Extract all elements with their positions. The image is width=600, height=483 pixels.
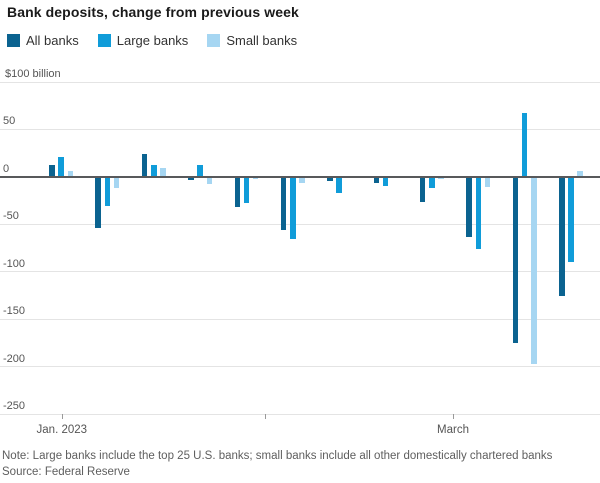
y-axis-unit-label: $100 billion bbox=[5, 68, 61, 80]
bar-all-banks-w5 bbox=[234, 176, 241, 208]
bar-all-banks-w12 bbox=[559, 176, 565, 297]
bar-all-banks-w10 bbox=[466, 176, 472, 237]
bar-large-banks-w6 bbox=[290, 176, 296, 239]
y-tick-label: -150 bbox=[3, 305, 26, 318]
x-tick-label-march: March bbox=[437, 424, 469, 436]
bar-large-banks-w5 bbox=[243, 176, 250, 204]
gridline--50 bbox=[0, 223, 600, 225]
footnote: Note: Large banks include the top 25 U.S… bbox=[2, 450, 553, 462]
bar-large-banks-w1 bbox=[58, 156, 64, 177]
legend-label: Large banks bbox=[116, 33, 189, 48]
gridline--150 bbox=[0, 318, 600, 320]
legend: All banks Large banks Small banks bbox=[7, 33, 297, 48]
x-tick bbox=[61, 414, 63, 419]
gridline-100 bbox=[0, 81, 600, 83]
y-tick-label: -250 bbox=[3, 400, 26, 412]
legend-swatch-large-banks bbox=[97, 34, 111, 47]
y-tick-label: -100 bbox=[3, 257, 26, 270]
bar-all-banks-w1 bbox=[49, 165, 55, 177]
bar-small-banks-w4 bbox=[206, 176, 213, 185]
x-tick bbox=[265, 414, 267, 419]
gridline--100 bbox=[0, 271, 600, 273]
bar-small-banks-w2 bbox=[113, 176, 120, 189]
bar-large-banks-w2 bbox=[104, 176, 111, 207]
y-tick-label: 0 bbox=[3, 162, 10, 175]
bar-all-banks-w6 bbox=[280, 176, 287, 230]
y-tick-label: 50 bbox=[3, 115, 16, 128]
bar-small-banks-w3 bbox=[160, 168, 166, 177]
bar-small-banks-w1 bbox=[67, 171, 73, 177]
zero-line bbox=[0, 175, 600, 178]
bar-all-banks-w7 bbox=[327, 176, 333, 181]
chart-title: Bank deposits, change from previous week bbox=[7, 4, 299, 20]
bar-large-banks-w11 bbox=[521, 113, 528, 177]
bar-all-banks-w3 bbox=[141, 154, 148, 177]
legend-label: Small banks bbox=[226, 33, 298, 48]
bar-large-banks-w7 bbox=[336, 176, 342, 193]
bar-small-banks-w10 bbox=[484, 176, 491, 188]
legend-item-all-banks: All banks bbox=[7, 33, 79, 48]
legend-label: All banks bbox=[26, 33, 79, 48]
legend-item-small-banks: Small banks bbox=[207, 33, 297, 48]
bar-large-banks-w9 bbox=[429, 176, 435, 189]
bar-all-banks-w8 bbox=[373, 176, 380, 184]
bar-small-banks-w12 bbox=[577, 171, 583, 177]
gridline--250 bbox=[0, 413, 600, 415]
bar-small-banks-w11 bbox=[531, 176, 537, 364]
source-note: Source: Federal Reserve bbox=[2, 466, 130, 478]
gridline-50 bbox=[0, 128, 600, 130]
legend-swatch-all-banks bbox=[7, 34, 20, 47]
legend-swatch-small-banks bbox=[207, 34, 221, 47]
gridline--200 bbox=[0, 366, 600, 368]
bar-large-banks-w12 bbox=[568, 176, 574, 263]
x-tick bbox=[453, 414, 454, 419]
bar-large-banks-w10 bbox=[475, 176, 482, 249]
bar-all-banks-w2 bbox=[95, 176, 101, 229]
bar-all-banks-w11 bbox=[512, 176, 519, 343]
bar-large-banks-w8 bbox=[382, 176, 389, 187]
bar-large-banks-w3 bbox=[151, 165, 157, 177]
legend-item-large-banks: Large banks bbox=[97, 33, 189, 48]
bar-small-banks-w6 bbox=[299, 176, 305, 184]
x-tick-label-jan-2023: Jan. 2023 bbox=[36, 424, 88, 436]
bar-all-banks-w4 bbox=[188, 176, 194, 180]
y-tick-label: -200 bbox=[3, 352, 26, 365]
bar-large-banks-w4 bbox=[197, 164, 203, 177]
y-tick-label: -50 bbox=[3, 210, 19, 223]
bar-all-banks-w9 bbox=[419, 176, 426, 203]
